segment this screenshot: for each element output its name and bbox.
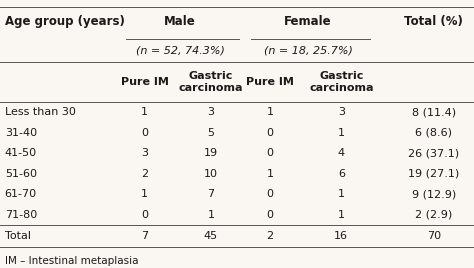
- Text: 0: 0: [141, 128, 148, 138]
- Text: 1: 1: [141, 107, 148, 117]
- Text: Less than 30: Less than 30: [5, 107, 76, 117]
- Text: 1: 1: [208, 210, 214, 220]
- Text: IM – Intestinal metaplasia: IM – Intestinal metaplasia: [5, 256, 138, 266]
- Text: 51-60: 51-60: [5, 169, 37, 179]
- Text: Total: Total: [5, 231, 31, 241]
- Text: (n = 18, 25.7%): (n = 18, 25.7%): [264, 45, 353, 55]
- Text: 7: 7: [141, 231, 148, 241]
- Text: 3: 3: [141, 148, 148, 158]
- Text: 0: 0: [267, 128, 273, 138]
- Text: 7: 7: [207, 189, 215, 199]
- Text: 9 (12.9): 9 (12.9): [411, 189, 456, 199]
- Text: Pure IM: Pure IM: [120, 77, 169, 87]
- Text: 1: 1: [267, 169, 273, 179]
- Text: 0: 0: [267, 148, 273, 158]
- Text: 0: 0: [141, 210, 148, 220]
- Text: Age group (years): Age group (years): [5, 15, 125, 28]
- Text: 2: 2: [266, 231, 274, 241]
- Text: 61-70: 61-70: [5, 189, 37, 199]
- Text: 3: 3: [338, 107, 345, 117]
- Text: 45: 45: [204, 231, 218, 241]
- Text: 26 (37.1): 26 (37.1): [408, 148, 459, 158]
- Text: 31-40: 31-40: [5, 128, 37, 138]
- Text: 0: 0: [267, 210, 273, 220]
- Text: Gastric
carcinoma: Gastric carcinoma: [179, 70, 243, 93]
- Text: 1: 1: [267, 107, 273, 117]
- Text: Male: Male: [164, 15, 196, 28]
- Text: 6 (8.6): 6 (8.6): [415, 128, 452, 138]
- Text: 8 (11.4): 8 (11.4): [411, 107, 456, 117]
- Text: 4: 4: [337, 148, 345, 158]
- Text: Total (%): Total (%): [404, 15, 463, 28]
- Text: 2: 2: [141, 169, 148, 179]
- Text: 6: 6: [338, 169, 345, 179]
- Text: 41-50: 41-50: [5, 148, 37, 158]
- Text: 71-80: 71-80: [5, 210, 37, 220]
- Text: Pure IM: Pure IM: [246, 77, 294, 87]
- Text: 16: 16: [334, 231, 348, 241]
- Text: 1: 1: [141, 189, 148, 199]
- Text: 1: 1: [338, 210, 345, 220]
- Text: 0: 0: [267, 189, 273, 199]
- Text: 19: 19: [204, 148, 218, 158]
- Text: (n = 52, 74.3%): (n = 52, 74.3%): [136, 45, 225, 55]
- Text: 19 (27.1): 19 (27.1): [408, 169, 459, 179]
- Text: 2 (2.9): 2 (2.9): [415, 210, 452, 220]
- Text: Gastric
carcinoma: Gastric carcinoma: [309, 70, 374, 93]
- Text: 3: 3: [208, 107, 214, 117]
- Text: 70: 70: [427, 231, 441, 241]
- Text: 10: 10: [204, 169, 218, 179]
- Text: 5: 5: [208, 128, 214, 138]
- Text: 1: 1: [338, 189, 345, 199]
- Text: Female: Female: [284, 15, 332, 28]
- Text: 1: 1: [338, 128, 345, 138]
